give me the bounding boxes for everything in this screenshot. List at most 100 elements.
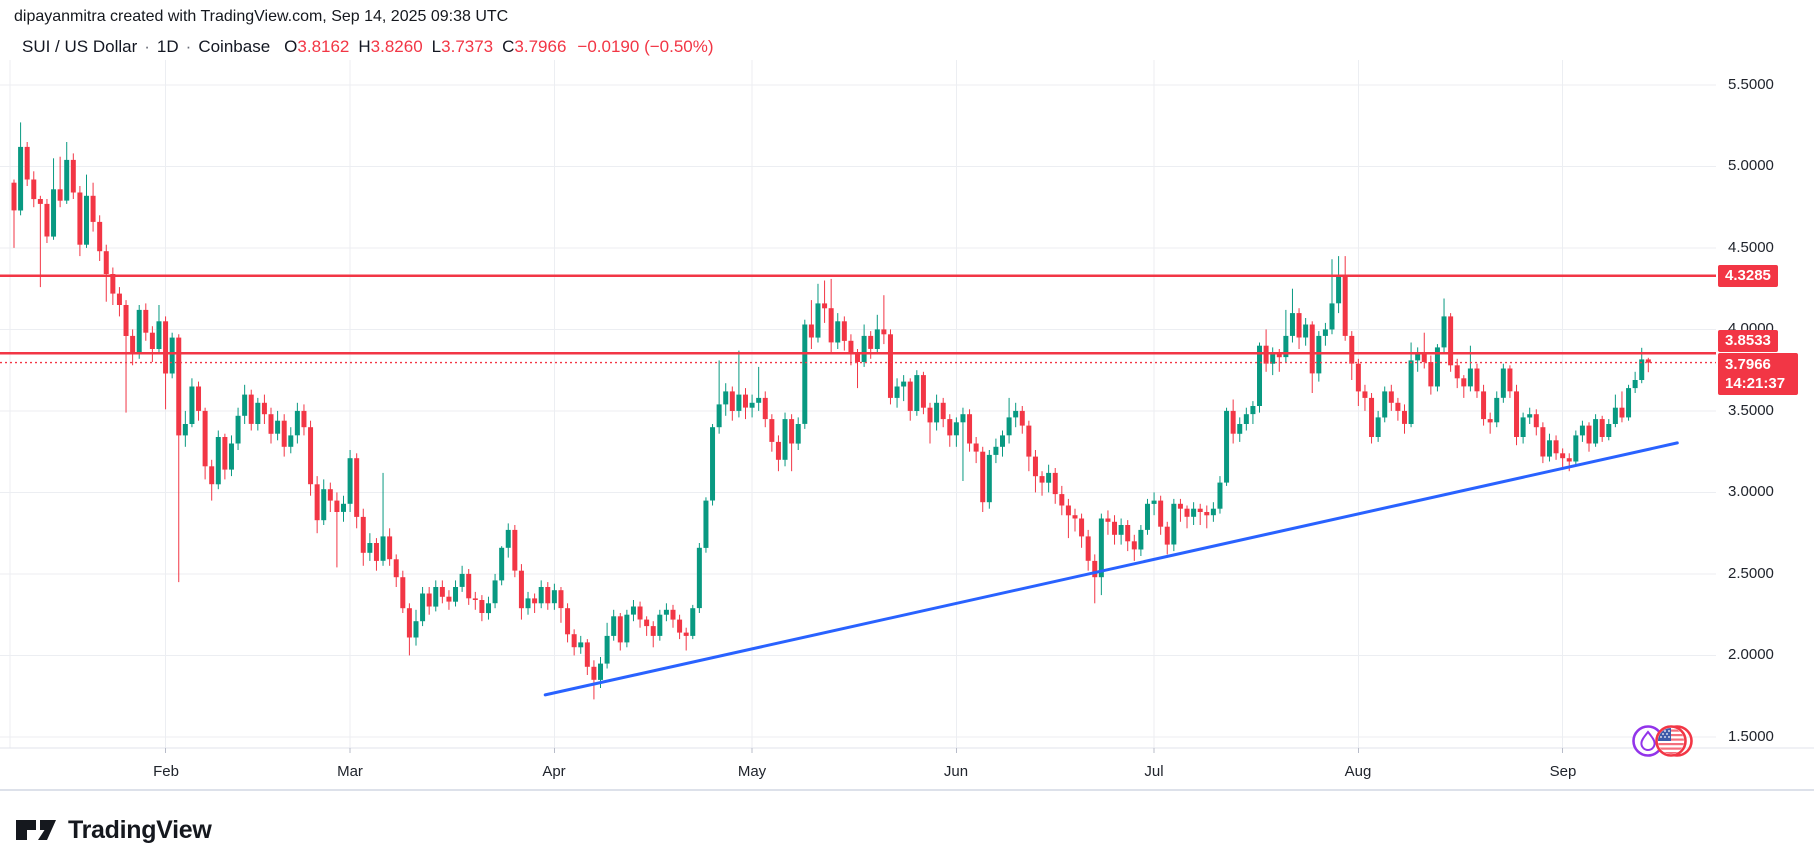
tradingview-mark-icon xyxy=(16,820,56,840)
candle xyxy=(716,404,722,428)
candle xyxy=(1303,324,1309,338)
candle xyxy=(433,587,439,607)
current-price-label[interactable]: 3.7966 14:21:37 xyxy=(1718,353,1798,395)
candle xyxy=(690,608,696,636)
candle xyxy=(235,415,241,444)
candle xyxy=(756,397,762,403)
price-tick-label: 2.5000 xyxy=(1728,565,1774,582)
candle xyxy=(742,394,748,408)
candle xyxy=(782,419,788,460)
candle xyxy=(367,543,373,553)
candle xyxy=(130,335,136,354)
interval-value[interactable]: 1D xyxy=(156,37,179,56)
candle xyxy=(901,381,907,387)
chart-legend: SUI / US Dollar · 1D · Coinbase O3.8162 H3.826… xyxy=(22,36,714,58)
candle xyxy=(1151,500,1157,504)
legend-separator: · xyxy=(144,37,150,56)
horizontal-line-price-label[interactable]: 3.8533 xyxy=(1718,330,1778,352)
candle xyxy=(1461,378,1467,387)
horizontal-line-drawings[interactable] xyxy=(0,274,1716,355)
candle xyxy=(1217,482,1223,509)
candle xyxy=(907,381,913,411)
current-price-value: 3.7966 xyxy=(1725,356,1771,373)
candle xyxy=(90,195,96,222)
candle xyxy=(334,500,340,512)
price-tick-label: 5.0000 xyxy=(1728,157,1774,174)
candle xyxy=(110,274,116,294)
candle xyxy=(1263,345,1269,364)
candle xyxy=(1481,391,1487,420)
candle xyxy=(1533,414,1539,428)
usd-flag-icon xyxy=(1655,725,1693,757)
close-label: C xyxy=(502,37,515,56)
candle xyxy=(1540,427,1546,457)
candle xyxy=(598,663,604,680)
candle xyxy=(861,335,867,362)
candle xyxy=(1527,414,1533,418)
candle xyxy=(1375,417,1381,437)
candle xyxy=(1026,425,1032,457)
candle xyxy=(1243,414,1249,424)
candle xyxy=(1039,476,1045,483)
candle xyxy=(1645,359,1651,363)
candle xyxy=(1428,362,1434,387)
price-tick-label: 3.0000 xyxy=(1728,483,1774,500)
candle xyxy=(453,587,459,602)
candle xyxy=(1579,425,1585,436)
candle xyxy=(887,334,893,398)
candle xyxy=(1382,391,1388,418)
candle xyxy=(1599,419,1605,437)
candle xyxy=(1105,518,1111,522)
candle xyxy=(947,419,953,436)
high-value: 3.8260 xyxy=(370,37,423,56)
candle xyxy=(143,309,149,333)
candle xyxy=(841,321,847,341)
month-tick-label: Aug xyxy=(1344,763,1372,780)
candle xyxy=(545,587,551,604)
candle xyxy=(1250,406,1256,415)
candle xyxy=(393,559,399,578)
candle xyxy=(1355,363,1361,392)
candle xyxy=(281,420,287,447)
trendline-drawing[interactable] xyxy=(543,441,1679,697)
candle xyxy=(663,609,669,615)
candle xyxy=(670,609,676,620)
candle xyxy=(1566,458,1572,462)
candle xyxy=(400,577,406,609)
exchange-name[interactable]: Coinbase xyxy=(198,37,271,56)
candle xyxy=(479,600,485,613)
candle xyxy=(97,221,103,252)
horizontal-line-price-label[interactable]: 4.3285 xyxy=(1718,265,1778,287)
candle xyxy=(1013,410,1019,418)
candle xyxy=(1560,453,1566,459)
candle xyxy=(446,596,452,602)
candle xyxy=(1632,380,1638,389)
candle xyxy=(255,402,261,424)
candle xyxy=(914,375,920,411)
open-value: 3.8162 xyxy=(297,37,350,56)
candle xyxy=(927,407,933,423)
candle xyxy=(940,402,946,420)
candle xyxy=(1421,353,1427,362)
candle xyxy=(611,616,617,636)
candle xyxy=(136,309,142,354)
tradingview-logo[interactable]: TradingView xyxy=(14,813,212,847)
month-tick-label: May xyxy=(737,763,767,780)
candle xyxy=(1006,417,1012,436)
symbol-name[interactable]: SUI / US Dollar xyxy=(22,37,138,56)
candle xyxy=(1322,329,1328,336)
candle xyxy=(1164,526,1170,545)
candle xyxy=(472,598,478,600)
candle xyxy=(420,593,426,622)
candle xyxy=(703,500,709,548)
candle xyxy=(1349,335,1355,364)
candle xyxy=(637,606,643,620)
high-label: H xyxy=(358,37,371,56)
candle xyxy=(1171,503,1177,545)
candle xyxy=(288,435,294,447)
price-tick-label: 2.0000 xyxy=(1728,646,1774,663)
price-tick-label: 1.5000 xyxy=(1728,728,1774,745)
candle xyxy=(387,536,393,560)
candle xyxy=(406,608,412,638)
